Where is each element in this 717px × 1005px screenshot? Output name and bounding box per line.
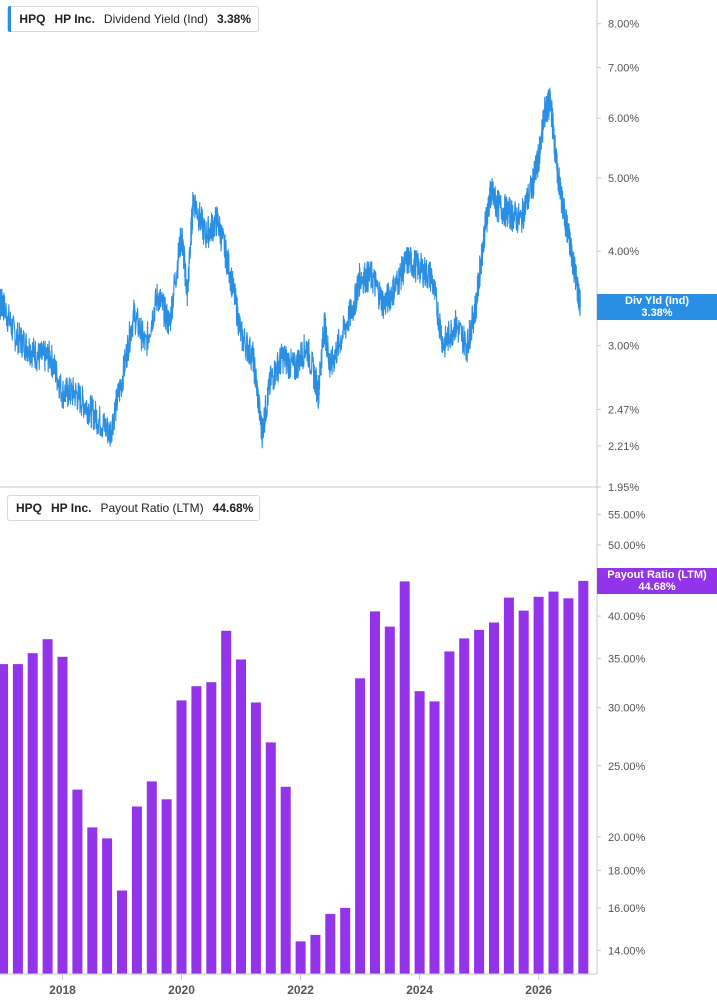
payout-bar: [250, 702, 261, 974]
payout-bar: [72, 789, 83, 974]
dividend-yield-series: [0, 87, 581, 449]
payout-bar: [12, 664, 23, 974]
y-tick-label: 20.00%: [608, 832, 646, 844]
badge-label: Div Yld (Ind): [625, 295, 689, 307]
payout-bar: [236, 659, 246, 974]
payout-bar: [474, 629, 485, 974]
legend-ticker: HPQ: [19, 12, 46, 26]
payout-bar: [0, 664, 8, 974]
payout-bar: [102, 838, 113, 974]
payout-bar: [27, 653, 38, 974]
y-tick-label: 1.95%: [608, 482, 639, 494]
y-tick-label: 7.00%: [608, 63, 639, 75]
y-tick-label: 3.00%: [608, 341, 639, 353]
series-swatch: [8, 6, 12, 32]
x-tick-label: 2026: [525, 983, 552, 997]
payout-bar: [87, 827, 98, 974]
y-tick-label: 5.00%: [608, 173, 639, 185]
y-tick-label: 2.21%: [608, 441, 639, 453]
top-axis: 8.00% 7.00% 6.00% 5.00% 4.00% 3.00% 2.47% 2.21%…: [0, 0, 639, 974]
y-tick-label: 6.00%: [608, 113, 639, 125]
payout-bar: [325, 913, 336, 974]
payout-ratio-badge: Payout Ratio (LTM) 44.68%: [597, 568, 717, 594]
payout-bar: [117, 890, 127, 974]
payout-bar: [310, 934, 321, 974]
bottom-axis: 55.00% 50.00% 40.00% 35.00% 30.00% 25.00% 20.0…: [597, 510, 646, 957]
payout-bar: [295, 941, 306, 974]
dividend-yield-legend: HPQ HP Inc. Dividend Yield (Ind) 3.38%: [7, 6, 259, 32]
payout-bar: [176, 700, 187, 974]
legend-value: 44.68%: [212, 501, 254, 515]
legend-metric: Dividend Yield (Ind): [103, 12, 208, 26]
y-tick-label: 2.47%: [608, 404, 639, 416]
x-tick-label: 2020: [168, 983, 195, 997]
y-tick-label: 50.00%: [608, 540, 646, 552]
legend-metric: Payout Ratio (LTM): [100, 501, 204, 515]
payout-bar: [221, 630, 232, 974]
legend-value: 3.38%: [216, 12, 251, 26]
payout-bar: [533, 596, 544, 974]
payout-bar: [563, 598, 574, 974]
payout-bar: [489, 622, 499, 974]
y-tick-label: 4.00%: [608, 246, 639, 258]
y-tick-label: 55.00%: [608, 510, 646, 522]
y-tick-label: 40.00%: [608, 611, 646, 623]
payout-bar: [131, 806, 142, 974]
x-tick-label: 2022: [287, 983, 314, 997]
payout-bar: [444, 651, 455, 974]
payout-bar: [280, 786, 291, 974]
payout-bar: [518, 610, 529, 974]
payout-bar: [206, 682, 217, 974]
dividend-yield-badge: Div Yld (Ind) 3.38%: [597, 294, 717, 320]
payout-bar: [340, 907, 351, 974]
y-tick-label: 18.00%: [608, 865, 646, 877]
y-tick-label: 8.00%: [608, 19, 639, 31]
x-tick-label: 2024: [406, 983, 433, 997]
payout-bar: [265, 742, 276, 974]
badge-value: 3.38%: [641, 307, 673, 319]
payout-bar: [384, 626, 395, 974]
y-tick-label: 35.00%: [608, 654, 646, 666]
legend-ticker: HPQ: [16, 501, 43, 515]
payout-ratio-legend: HPQ HP Inc. Payout Ratio (LTM) 44.68%: [7, 495, 260, 521]
x-tick-label: 2018: [49, 983, 76, 997]
badge-value: 44.68%: [638, 581, 676, 593]
payout-bar: [548, 591, 559, 974]
y-tick-label: 30.00%: [608, 703, 646, 715]
dividend-yield-line: [0, 87, 581, 449]
payout-bar: [429, 701, 440, 974]
y-tick-label: 25.00%: [608, 761, 646, 773]
payout-bar: [146, 781, 157, 974]
payout-bar: [578, 580, 589, 974]
x-axis: 2018 2020 2022 2024 2026: [0, 973, 597, 997]
badge-label: Payout Ratio (LTM): [607, 569, 707, 581]
payout-bar: [161, 799, 172, 974]
payout-bar: [414, 691, 425, 974]
payout-ratio-bars: [0, 580, 589, 974]
legend-company: HP Inc.: [51, 501, 92, 515]
payout-bar: [191, 686, 202, 974]
y-tick-label: 16.00%: [608, 903, 646, 915]
legend-company: HP Inc.: [54, 12, 95, 26]
payout-bar: [57, 656, 68, 974]
payout-bar: [459, 638, 470, 974]
payout-bar: [503, 597, 514, 974]
payout-bar: [355, 678, 366, 974]
payout-bar: [42, 639, 53, 974]
y-tick-label: 14.00%: [608, 945, 646, 957]
payout-bar: [370, 611, 380, 974]
payout-bar: [399, 581, 410, 974]
